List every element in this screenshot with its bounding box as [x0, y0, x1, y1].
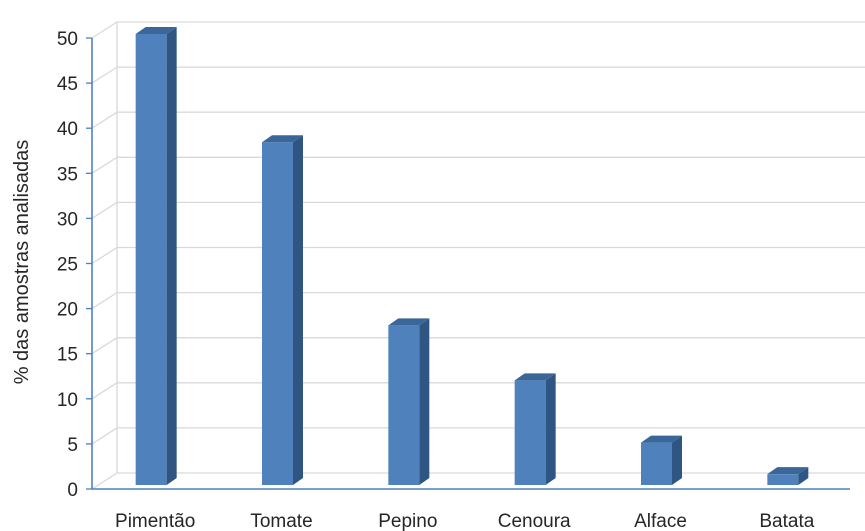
bar-side [293, 135, 303, 486]
bar-side [419, 318, 430, 485]
gridline [91, 337, 865, 355]
y-tick-label: 35 [57, 164, 78, 185]
x-category-label: Pepino [378, 511, 437, 531]
bar-side [672, 435, 682, 485]
y-tick-label: 45 [57, 74, 78, 95]
x-category-label: Cenoura [498, 511, 571, 531]
y-tick-label: 10 [57, 390, 78, 411]
bar-layer [135, 27, 809, 486]
y-tick-label: 15 [57, 345, 78, 366]
y-tick-label: 20 [57, 300, 78, 321]
bar-front [262, 142, 293, 486]
grid-layer [91, 21, 865, 490]
gridline [91, 472, 865, 490]
y-tick-label: 25 [57, 255, 78, 276]
gridline [91, 201, 865, 219]
bar [514, 373, 556, 485]
bar [641, 435, 682, 485]
bar-front [388, 325, 420, 485]
bar-top [388, 318, 430, 326]
bar [135, 27, 177, 485]
gridline [91, 111, 865, 129]
x-category-label: Pimentão [115, 511, 195, 531]
bar [262, 135, 303, 486]
bar-top [514, 373, 556, 381]
gridline [91, 156, 865, 174]
gridline [91, 21, 865, 39]
bar-top [135, 27, 177, 34]
y-tick-label: 5 [67, 435, 78, 456]
axis-layer [86, 37, 850, 490]
gridline [91, 66, 865, 84]
bar-side [798, 467, 809, 485]
bar-top [262, 135, 303, 143]
bar-front [767, 474, 799, 485]
x-category-label: Tomate [250, 511, 312, 531]
bar-side [166, 27, 177, 485]
bar-front [514, 380, 546, 485]
y-axis-title: % das amostras analisadas [11, 140, 33, 385]
gridline [91, 382, 865, 400]
y-tick-label: 50 [57, 29, 78, 50]
x-category-label: Alface [634, 511, 687, 531]
bar-side [545, 373, 556, 485]
bar-top [767, 467, 809, 475]
y-tick-label: 40 [57, 119, 78, 140]
bar-front [135, 34, 167, 485]
y-tick-label: 30 [57, 209, 78, 230]
y-tick-label: 0 [67, 480, 78, 501]
x-category-label: Batata [759, 511, 814, 531]
bar [767, 467, 809, 485]
gridline [91, 427, 865, 445]
bar-front [641, 442, 672, 485]
gridline [91, 246, 865, 265]
bar [388, 318, 430, 485]
bar-top [641, 435, 682, 443]
label-layer: 0 5 10 15 20 25 30 35 40 45 50 Pimentão Tomate Pepino… [57, 29, 815, 531]
gridline [91, 291, 865, 310]
